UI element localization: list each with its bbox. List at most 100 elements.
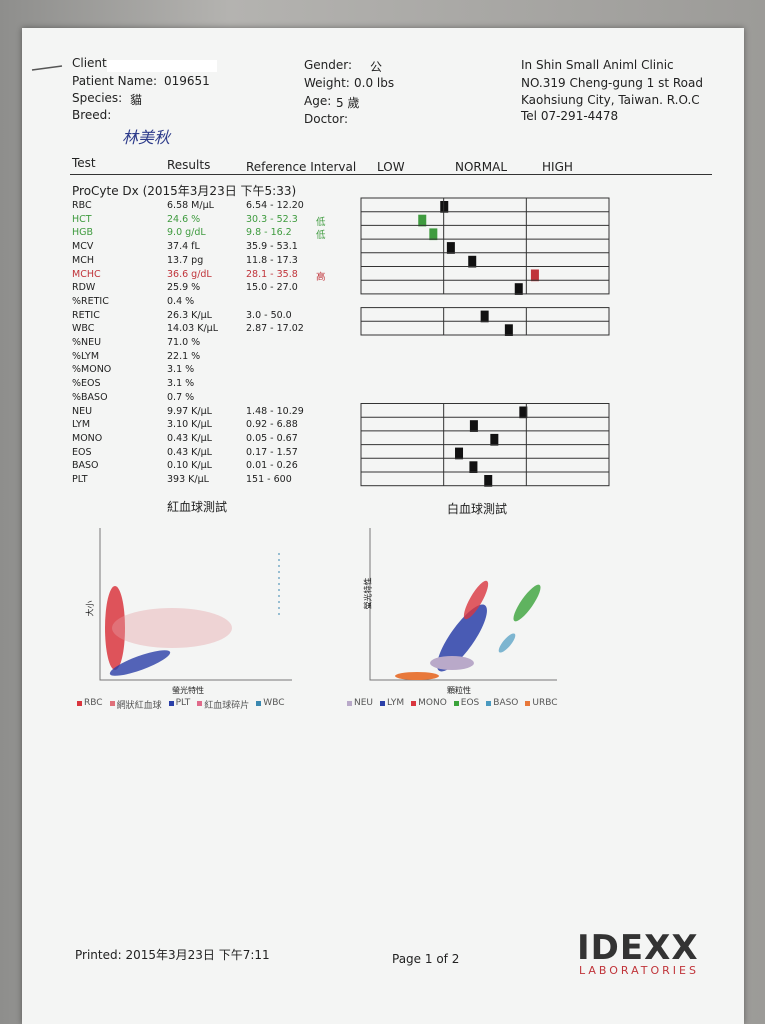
- legend-swatch: [256, 701, 262, 706]
- reference-interval: 1.48 - 10.29: [246, 405, 304, 417]
- reference-interval: 0.17 - 1.57: [246, 446, 298, 458]
- rbc-cloud: [105, 586, 125, 670]
- column-header: LOW: [377, 160, 405, 174]
- reference-interval: 0.05 - 0.67: [246, 432, 298, 444]
- result: 0.10 K/μL: [167, 460, 212, 472]
- result: 6.58 M/μL: [167, 200, 214, 211]
- logo: IDEXX: [577, 928, 699, 968]
- reference-interval: 35.9 - 53.1: [246, 241, 298, 253]
- test-name: WBC: [72, 323, 95, 335]
- test-name: %NEU: [72, 337, 102, 348]
- legend-swatch: [486, 701, 492, 706]
- result-marker: [418, 214, 427, 227]
- patient-name: 019651: [164, 74, 210, 88]
- patient-label: Patient Name:: [72, 74, 158, 88]
- doctor-label: Doctor:: [304, 112, 348, 126]
- result: 71.0 %: [167, 337, 201, 348]
- clinic-name: In Shin Small Animl Clinic: [521, 58, 674, 72]
- y-axis-label: 大小: [85, 600, 95, 617]
- weight: 0.0 lbs: [354, 76, 395, 90]
- test-name: %EOS: [72, 378, 101, 390]
- test-name: MCH: [72, 254, 94, 266]
- x-axis-label: 顆粒性: [447, 686, 471, 695]
- test-name: NEU: [72, 405, 93, 417]
- reference-interval: 0.92 - 6.88: [246, 419, 298, 431]
- test-name: %MONO: [72, 364, 112, 376]
- reference-interval: 11.8 - 17.3: [246, 254, 298, 266]
- legend-entry: 紅血球碎片: [204, 701, 250, 711]
- reference-interval: 15.0 - 27.0: [246, 282, 298, 294]
- flag: 低: [316, 230, 326, 242]
- legend-entry: WBC: [263, 698, 285, 708]
- legend-swatch: [411, 701, 417, 706]
- legend-swatch: [197, 701, 203, 706]
- result: 0.7 %: [167, 391, 195, 403]
- result: 22.1 %: [167, 350, 201, 362]
- column-header: Results: [167, 158, 211, 172]
- header-rule: [70, 174, 712, 175]
- legend-entry: URBC: [532, 698, 558, 708]
- report-graphics: [31, 65, 610, 681]
- mono-cloud: [463, 580, 489, 620]
- logo-sub: LABORATORIES: [579, 964, 699, 977]
- pen-mark: [31, 65, 63, 71]
- column-header: NORMAL: [455, 160, 508, 174]
- legend-entry: MONO: [418, 698, 447, 708]
- reference-interval: 9.8 - 16.2: [246, 227, 292, 239]
- result: 24.6 %: [167, 213, 201, 225]
- axes: [369, 528, 557, 681]
- result-marker: [530, 269, 539, 282]
- test-name: MCV: [72, 241, 94, 253]
- result-marker: [468, 255, 477, 268]
- result: 393 K/μL: [167, 474, 209, 485]
- test-name: MONO: [72, 432, 103, 444]
- result-marker: [490, 433, 499, 446]
- result: 0.4 %: [167, 295, 195, 307]
- test-name: PLT: [72, 474, 88, 485]
- legend-swatch: [77, 701, 82, 706]
- column-header: Reference Interval: [246, 160, 357, 174]
- clinic-city: Kaohsiung City, Taiwan. R.O.C: [521, 93, 700, 107]
- reference-interval: 151 - 600: [246, 474, 292, 485]
- legend-swatch: [168, 701, 174, 706]
- reference-interval: 3.0 - 50.0: [246, 309, 292, 321]
- result: 3.1 %: [167, 378, 195, 390]
- column-header: HIGH: [542, 160, 573, 174]
- column-header: Test: [72, 156, 96, 170]
- plt-cloud: [109, 650, 171, 676]
- gender: 公: [370, 60, 383, 74]
- axes: [99, 528, 292, 681]
- breed-label: Breed:: [72, 108, 112, 122]
- reference-interval: 30.3 - 52.3: [246, 213, 298, 225]
- legend-entry: PLT: [175, 698, 191, 708]
- result-marker: [504, 324, 513, 336]
- test-name: RETIC: [72, 309, 100, 321]
- result-marker: [514, 283, 523, 295]
- result: 0.43 K/μL: [167, 432, 212, 444]
- legend-entry: BASO: [493, 698, 519, 708]
- test-name: BASO: [72, 460, 99, 472]
- result-marker: [469, 461, 478, 473]
- result-marker: [480, 310, 489, 323]
- result-marker: [519, 406, 528, 419]
- neu-cloud: [430, 656, 474, 670]
- legend-entry: RBC: [84, 698, 103, 708]
- flag: 低: [316, 216, 326, 228]
- legend-entry: NEU: [354, 698, 374, 708]
- redaction: [107, 60, 217, 72]
- plot-title: 紅血球測試: [167, 500, 228, 514]
- legend-swatch: [347, 701, 352, 706]
- age: 5 歲: [336, 96, 360, 110]
- result: 3.10 K/μL: [167, 419, 212, 431]
- result: 9.97 K/μL: [167, 405, 212, 417]
- test-name: MCHC: [72, 268, 101, 280]
- flag: 高: [316, 271, 326, 283]
- range-box: [360, 197, 610, 295]
- result: 36.6 g/dL: [167, 268, 212, 280]
- test-name: %LYM: [72, 350, 100, 362]
- result: 9.0 g/dL: [167, 227, 206, 239]
- plot-title: 白血球測試: [447, 502, 508, 516]
- result-marker: [484, 475, 493, 487]
- legend-entry: EOS: [460, 698, 480, 708]
- result: 0.43 K/μL: [167, 446, 212, 458]
